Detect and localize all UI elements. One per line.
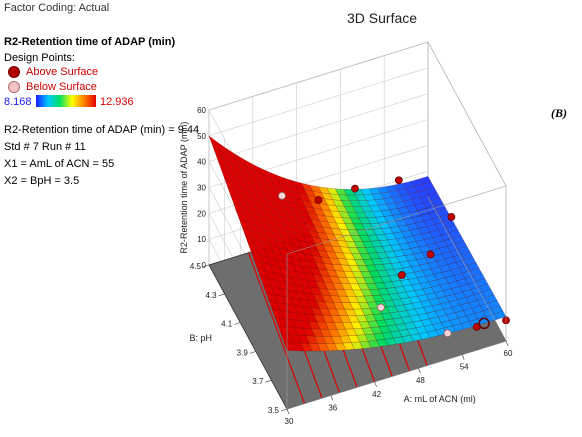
design-points-label: Design Points: — [4, 52, 75, 64]
x-tick-label: 60 — [504, 349, 513, 358]
y-axis-label: B: pH — [189, 333, 212, 343]
y-tick-mark — [234, 322, 241, 325]
y-tick-label: 3.7 — [252, 377, 264, 386]
x-tick-mark — [330, 395, 334, 401]
x-tick-mark — [374, 381, 377, 387]
design-point-above — [397, 271, 406, 279]
panel-letter: (B) — [551, 106, 567, 120]
x-tick-mark — [461, 354, 465, 360]
floor-contour-line — [247, 252, 306, 404]
y-tick-label: 3.9 — [237, 348, 249, 357]
design-point-below — [278, 191, 286, 200]
y-tick-mark — [202, 264, 210, 268]
legend-below: Below Surface — [8, 81, 97, 93]
x-axis-label: A: mL of ACN (ml) — [404, 394, 476, 404]
chart-title: 3D Surface — [347, 10, 418, 26]
y-tick-label: 4.5 — [190, 262, 202, 271]
y-tick-mark — [249, 351, 256, 354]
box-edge — [427, 196, 507, 342]
z-tick-label: 30 — [197, 184, 206, 193]
x-tick-label: 36 — [328, 403, 337, 412]
factor-coding-label: Factor Coding: Actual — [4, 2, 110, 14]
info-line-std-run: Std # 7 Run # 11 — [4, 141, 86, 153]
y-tick-label: 4.3 — [205, 291, 217, 300]
highlighted-design-point — [478, 317, 490, 330]
z-axis-label: R2-Retention time of ADAP (min) — [179, 122, 189, 254]
y-tick-label: 4.1 — [221, 320, 233, 329]
x-tick-label: 48 — [416, 376, 425, 385]
color-scale-max: 12.936 — [100, 96, 134, 108]
y-tick-mark — [280, 408, 288, 412]
design-point-above — [447, 213, 456, 221]
design-point-above — [394, 176, 403, 185]
z-tick-label: 40 — [197, 158, 206, 167]
legend-above-label: Above Surface — [26, 66, 99, 78]
surface-cell — [494, 310, 507, 320]
legend-below-label: Below Surface — [26, 81, 97, 93]
z-tick-label: 20 — [197, 209, 206, 218]
info-line-response: R2-Retention time of ADAP (min) = 9.44 — [4, 124, 200, 136]
color-scale-min: 8.168 — [4, 96, 32, 108]
x-tick-label: 30 — [285, 417, 294, 426]
info-line-x2: X2 = BpH = 3.5 — [4, 175, 80, 187]
info-line-x1: X1 = AmL of ACN = 55 — [4, 158, 115, 170]
z-tick-label: 60 — [197, 106, 206, 115]
box-edge — [286, 185, 507, 255]
z-tick-label: 0 — [202, 261, 207, 270]
y-tick-mark — [218, 293, 225, 297]
above-surface-marker-icon — [8, 66, 20, 78]
design-point-above — [351, 184, 359, 193]
axis-ticks: 30 36 42 48 54 60 3.5 3.7 3.9 4.1 4.3 4.5 0 10 20 30 40 5… — [190, 106, 513, 426]
design-point-below — [376, 303, 385, 312]
x-tick-mark — [286, 408, 290, 415]
z-tick-label: 50 — [197, 132, 206, 141]
response-title: R2-Retention time of ADAP (min) — [4, 36, 176, 48]
y-tick-mark — [265, 379, 272, 383]
y-tick-label: 3.5 — [268, 406, 280, 415]
design-point-above — [426, 250, 435, 259]
x-tick-mark — [505, 340, 509, 347]
design-points — [278, 176, 510, 338]
x-tick-mark — [418, 368, 421, 374]
response-surface — [208, 135, 507, 352]
legend-above: Above Surface — [8, 66, 98, 78]
bounding-box-front — [286, 41, 507, 410]
z-tick-label: 10 — [197, 235, 206, 244]
box-edge — [286, 340, 507, 410]
design-point-above — [314, 196, 323, 204]
x-tick-label: 42 — [372, 390, 381, 399]
below-surface-marker-icon — [8, 81, 20, 93]
color-scale-bar — [36, 95, 96, 107]
box-edge — [427, 41, 507, 187]
design-point-below — [443, 329, 452, 338]
x-tick-label: 54 — [460, 363, 469, 372]
